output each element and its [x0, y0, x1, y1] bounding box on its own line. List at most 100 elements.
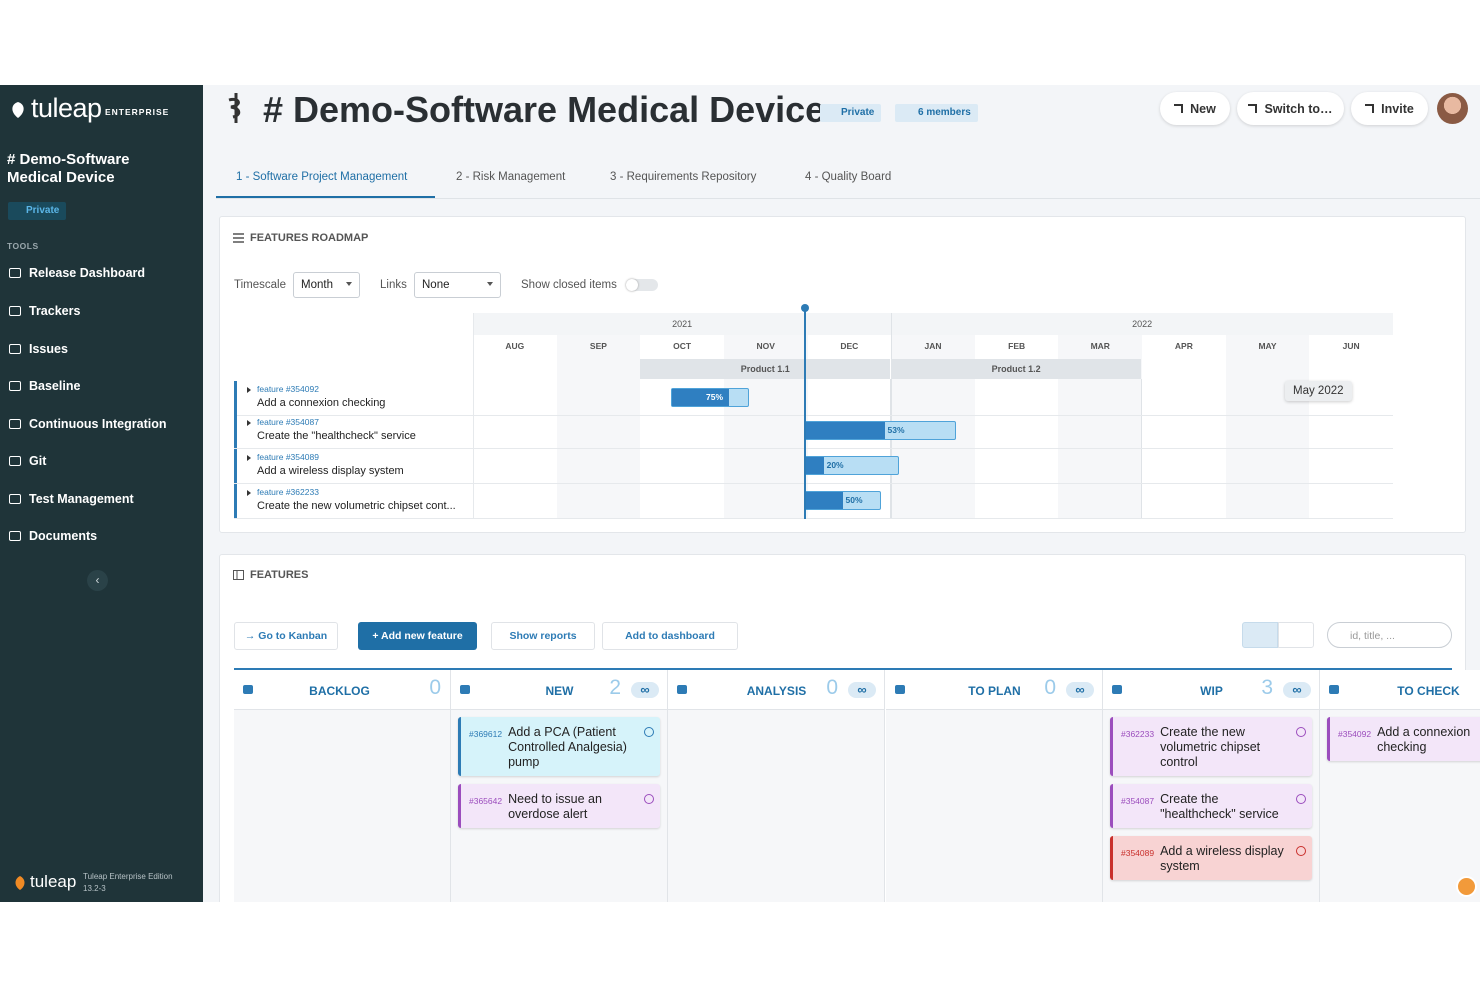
column-name: TO CHECK — [1397, 684, 1460, 698]
column-name: ANALYSIS — [746, 684, 807, 698]
roadmap-title: FEATURES ROADMAP — [250, 232, 369, 244]
row-border — [234, 448, 1393, 449]
task-ref[interactable]: feature #354089 — [257, 452, 319, 462]
collapse-button[interactable]: ‹ — [87, 570, 108, 591]
card[interactable]: #362233 Create the new volumetric chipset… — [1110, 717, 1312, 776]
expand-caret[interactable] — [247, 490, 254, 496]
list-view-toggle[interactable] — [1242, 622, 1278, 648]
sidebar: tuleap ENTERPRISE # Demo-Software Medica… — [0, 85, 203, 902]
task-title[interactable]: Create the "healthcheck" service — [257, 430, 416, 442]
column-icon[interactable] — [895, 685, 905, 694]
expand-caret[interactable] — [247, 455, 254, 461]
month-label: FEB — [1008, 341, 1026, 351]
task-ref[interactable]: feature #354087 — [257, 417, 319, 427]
column-body — [668, 710, 885, 902]
action-button[interactable]: Add to dashboard — [602, 622, 738, 650]
header-button[interactable]: New — [1160, 92, 1230, 125]
row-accent — [234, 381, 237, 415]
tool-link[interactable]: Git — [29, 454, 47, 468]
links-select[interactable]: None — [414, 272, 501, 298]
button-label: Invite — [1381, 101, 1414, 116]
avatar[interactable] — [1437, 93, 1468, 124]
task-ref[interactable]: feature #354092 — [257, 384, 319, 394]
tool-icon — [9, 419, 21, 429]
task-ref[interactable]: feature #362233 — [257, 487, 319, 497]
edition: ENTERPRISE — [105, 107, 170, 117]
task-bar[interactable]: 75% — [671, 388, 749, 407]
column-count: 3 — [1261, 676, 1273, 699]
month-label: MAR — [1090, 341, 1110, 351]
card[interactable]: #354092 Add a connexion checking — [1327, 717, 1480, 761]
tool-link[interactable]: Test Management — [29, 492, 134, 506]
card[interactable]: #365642 Need to issue an overdose alert — [458, 784, 660, 828]
today-line — [804, 308, 806, 519]
tool-icon — [9, 381, 21, 391]
column-icon[interactable] — [1329, 685, 1339, 694]
action-button[interactable]: + Add new feature — [358, 622, 477, 650]
features-title: FEATURES — [250, 569, 309, 581]
action-button[interactable]: → Go to Kanban — [234, 622, 338, 650]
table-view-toggle[interactable] — [1278, 622, 1314, 648]
row-accent — [234, 484, 237, 518]
card[interactable]: #354089 Add a wireless display system — [1110, 836, 1312, 880]
tab[interactable]: 2 - Risk Management — [456, 171, 566, 183]
column-count: 0 — [826, 676, 838, 699]
task-title[interactable]: Add a wireless display system — [257, 465, 404, 477]
card-title: Create the new volumetric chipset contro… — [1160, 725, 1261, 769]
card[interactable]: #369612 Add a PCA (Patient Controlled Ana… — [458, 717, 660, 776]
column-icon[interactable] — [677, 685, 687, 694]
project-name[interactable]: # Demo-Software Medical Device — [7, 151, 130, 186]
expand-caret[interactable] — [247, 387, 254, 393]
iteration-edge — [1141, 379, 1143, 519]
task-title[interactable]: Add a connexion checking — [257, 397, 386, 409]
task-bar[interactable]: 50% — [804, 491, 881, 510]
help-button[interactable] — [1456, 876, 1477, 897]
column-name: WIP — [1200, 684, 1223, 698]
progress-label: 53% — [887, 425, 905, 435]
column-icon[interactable] — [243, 685, 253, 694]
month-label: DEC — [840, 341, 859, 351]
tool-link[interactable]: Documents — [29, 529, 98, 543]
card-clock — [1296, 794, 1306, 804]
task-bar[interactable]: 20% — [804, 456, 899, 475]
card-title: Add a connexion checking — [1377, 725, 1471, 754]
roadmap-icon — [233, 233, 244, 243]
progress-fill — [672, 389, 729, 406]
card-title: Add a wireless display system — [1160, 844, 1284, 873]
show-closed-label: Show closed items — [521, 279, 617, 291]
task-title[interactable]: Create the new volumetric chipset cont..… — [257, 500, 456, 512]
button-label: New — [1190, 101, 1216, 116]
search-input[interactable]: id, title, ... — [1327, 622, 1452, 648]
timescale-select[interactable]: Month — [293, 272, 360, 298]
task-bar[interactable]: 53% — [804, 421, 956, 440]
features-icon — [233, 570, 244, 580]
tab[interactable]: 4 - Quality Board — [805, 171, 892, 183]
tool-icon — [9, 268, 21, 278]
column-icon[interactable] — [1112, 685, 1122, 694]
tab[interactable]: 1 - Software Project Management — [236, 171, 408, 183]
tool-link[interactable]: Trackers — [29, 304, 81, 318]
tool-link[interactable]: Issues — [29, 342, 68, 356]
column-cards: #354092 Add a connexion checking — [1327, 717, 1480, 761]
tool-link[interactable]: Baseline — [29, 379, 81, 393]
action-button[interactable]: Show reports — [491, 622, 595, 650]
tool-link[interactable]: Continuous Integration — [29, 417, 167, 431]
tool-link[interactable]: Release Dashboard — [29, 266, 146, 280]
card-id: #369612 — [469, 729, 503, 739]
month-label: APR — [1174, 341, 1193, 351]
tab[interactable]: 3 - Requirements Repository — [610, 171, 757, 183]
card[interactable]: #354087 Create the "healthcheck" service — [1110, 784, 1312, 828]
members-badge[interactable]: 6 members — [895, 104, 978, 122]
wip-limit: ∞ — [848, 682, 876, 698]
year-label: 2021 — [672, 319, 693, 329]
tools-heading: TOOLS — [7, 241, 39, 251]
header-button[interactable]: Invite — [1351, 92, 1428, 125]
month-label: SEP — [589, 341, 607, 351]
tool-icon — [9, 306, 21, 316]
expand-caret[interactable] — [247, 420, 254, 426]
show-closed-toggle[interactable] — [626, 279, 658, 291]
progress-label: 20% — [826, 460, 844, 470]
header-button[interactable]: Switch to… — [1237, 92, 1344, 125]
column-icon[interactable] — [460, 685, 470, 694]
